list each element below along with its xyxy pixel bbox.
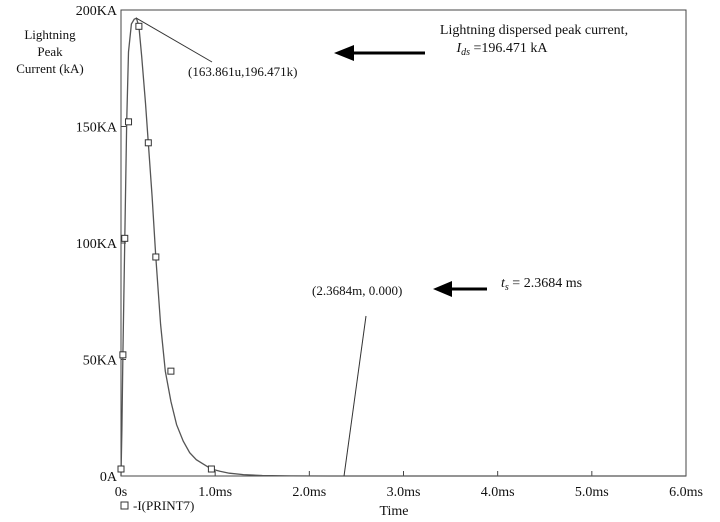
peak-current-title: Lightning dispersed peak current, xyxy=(440,23,628,38)
y-tick-label: 100KA xyxy=(76,237,118,252)
y-tick-label: 150KA xyxy=(76,121,118,136)
ts-coordinate-label: (2.3684m, 0.000) xyxy=(312,283,402,298)
marker-layer xyxy=(117,22,215,473)
plot-frame xyxy=(120,9,687,477)
legend: -I(PRINT7) xyxy=(120,498,194,513)
peak-arrow-head xyxy=(334,45,354,61)
y-tick-label: 200KA xyxy=(76,4,118,19)
y-axis-label-line: Peak xyxy=(37,44,63,59)
data-point-marker xyxy=(119,351,127,359)
ts-symbol-subscript: s xyxy=(505,282,509,293)
ts-leader-line xyxy=(343,315,367,477)
x-axis-ticks: 0s 1.0ms 2.0ms 3.0ms 4.0ms 5.0ms 6.0ms xyxy=(115,471,703,500)
y-axis-label: Lightning Peak Current (kA) xyxy=(16,27,84,76)
peak-symbol: I xyxy=(455,41,462,56)
x-tick-label: 4.0ms xyxy=(481,485,515,500)
x-tick-label: 5.0ms xyxy=(575,485,609,500)
y-axis-ticks: 0A 50KA 100KA 150KA 200KA xyxy=(76,4,126,485)
legend-label: -I(PRINT7) xyxy=(133,498,194,513)
data-point-marker xyxy=(121,234,129,242)
data-point-marker xyxy=(152,253,160,261)
x-tick-label: 0s xyxy=(115,485,127,500)
y-tick-label: 50KA xyxy=(83,354,118,369)
ts-arrow-head xyxy=(433,281,452,297)
ts-value-text: = 2.3684 ms xyxy=(509,276,582,291)
legend-marker xyxy=(120,501,129,510)
data-point-marker xyxy=(117,465,125,473)
x-tick-label: 3.0ms xyxy=(387,485,421,500)
x-tick-label: 1.0ms xyxy=(198,485,232,500)
ts-value: ts = 2.3684 ms xyxy=(501,276,582,293)
y-axis-label-line: Lightning xyxy=(24,27,76,42)
peak-current-value: Ids =196.471 kA xyxy=(455,41,548,58)
data-point-marker xyxy=(144,139,152,147)
x-tick-label: 2.0ms xyxy=(292,485,326,500)
peak-value-text: =196.471 kA xyxy=(470,41,548,56)
y-axis-label-line: Current (kA) xyxy=(16,61,84,76)
data-point-marker xyxy=(125,118,133,126)
x-tick-label: 6.0ms xyxy=(669,485,703,500)
y-tick-label: 0A xyxy=(100,470,118,485)
data-point-marker xyxy=(207,465,215,473)
peak-symbol-subscript: ds xyxy=(461,47,470,58)
series-line xyxy=(120,17,686,477)
series-layer xyxy=(120,17,686,477)
peak-leader-line xyxy=(136,17,213,63)
ts-symbol: t xyxy=(501,276,506,291)
data-point-marker xyxy=(135,22,143,30)
x-axis-label: Time xyxy=(379,504,408,519)
peak-coordinate-label: (163.861u,196.471k) xyxy=(188,64,297,79)
data-point-marker xyxy=(167,367,175,375)
